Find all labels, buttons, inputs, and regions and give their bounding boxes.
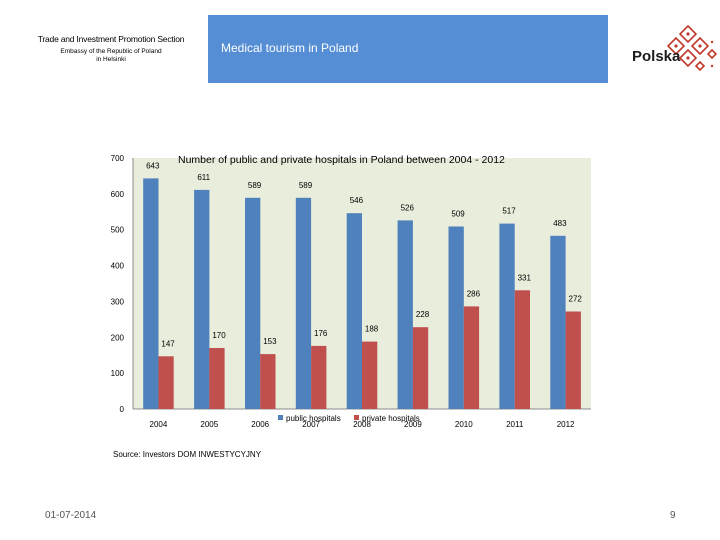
bar-public-2005 xyxy=(194,189,210,409)
x-tick-label-2008: 2008 xyxy=(353,420,371,429)
page-number: 9 xyxy=(670,510,676,521)
x-tick-label-2011: 2011 xyxy=(506,420,524,429)
x-tick-label-2007: 2007 xyxy=(302,420,320,429)
data-label-public-2004: 643 xyxy=(146,161,160,170)
data-label-public-2009: 526 xyxy=(401,203,415,212)
data-label-public-2006: 589 xyxy=(248,181,262,190)
data-label-public-2011: 517 xyxy=(502,207,516,216)
bar-private-2010 xyxy=(463,306,480,409)
bars-group: 643 147 611 170 589 153 589 176 546 188 526 228 509 2… xyxy=(143,161,582,409)
data-label-public-2007: 589 xyxy=(299,181,313,190)
y-tick-label-300: 300 xyxy=(111,297,125,306)
data-label-public-2008: 546 xyxy=(350,196,364,205)
y-tick-label-600: 600 xyxy=(111,190,125,199)
x-tick-label-2005: 2005 xyxy=(200,420,218,429)
y-tick-label-0: 0 xyxy=(120,405,125,414)
legend-private-swatch xyxy=(354,415,359,420)
data-label-private-2009: 228 xyxy=(416,310,430,319)
legend-public-label: public hospitals xyxy=(286,414,341,423)
data-label-private-2010: 286 xyxy=(467,289,481,298)
bar-private-2006 xyxy=(260,354,276,409)
data-label-public-2012: 483 xyxy=(553,219,567,228)
title-banner: Medical tourism in Poland xyxy=(208,15,608,83)
legend-private-label: private hospitals xyxy=(362,414,420,423)
y-tick-label-700: 700 xyxy=(111,154,125,163)
slide-date: 01-07-2014 xyxy=(45,510,97,521)
legend-public-swatch xyxy=(278,415,283,420)
bar-private-2004 xyxy=(158,356,174,409)
bar-public-2012 xyxy=(550,235,566,409)
chart-title: Number of public and private hospitals i… xyxy=(178,154,505,166)
bar-public-2009 xyxy=(397,220,413,409)
y-tick-label-500: 500 xyxy=(111,226,125,235)
data-label-private-2008: 188 xyxy=(365,325,379,334)
embassy-city: in Helsinki xyxy=(96,56,126,63)
bar-public-2006 xyxy=(245,197,261,409)
bar-public-2007 xyxy=(295,197,312,409)
embassy-name: Embassy of the Republic of Poland xyxy=(60,48,162,55)
x-tick-label-2010: 2010 xyxy=(455,420,473,429)
data-label-public-2005: 611 xyxy=(197,173,210,182)
bar-public-2011 xyxy=(499,223,515,409)
bar-public-2010 xyxy=(448,226,464,409)
data-label-public-2010: 509 xyxy=(451,210,465,219)
bar-private-2012 xyxy=(565,311,581,409)
source-note: Source: Investors DOM INWESTYCYJNY xyxy=(113,450,262,459)
bar-public-2004 xyxy=(143,178,159,409)
bar-private-2008 xyxy=(362,341,378,409)
slide-title: Medical tourism in Poland xyxy=(221,41,359,55)
bar-private-2009 xyxy=(412,327,429,409)
data-label-private-2005: 170 xyxy=(212,331,226,340)
bar-private-2011 xyxy=(514,290,530,409)
y-tick-labels: 0 100 200 300 400 500 600 700 xyxy=(111,154,125,414)
x-tick-label-2006: 2006 xyxy=(251,420,269,429)
bar-private-2007 xyxy=(311,345,327,409)
x-tick-label-2009: 2009 xyxy=(404,420,422,429)
embassy-header: Trade and Investment Promotion Section E… xyxy=(20,34,202,63)
y-tick-label-100: 100 xyxy=(111,369,125,378)
data-label-private-2012: 272 xyxy=(569,295,583,304)
data-label-private-2011: 331 xyxy=(518,273,532,282)
bar-public-2008 xyxy=(346,213,362,409)
data-label-private-2006: 153 xyxy=(263,337,277,346)
polska-logo-icon xyxy=(666,24,718,72)
y-tick-label-400: 400 xyxy=(111,262,125,271)
y-tick-label-200: 200 xyxy=(111,333,125,342)
bar-private-2005 xyxy=(209,348,225,409)
data-label-private-2004: 147 xyxy=(161,339,175,348)
data-label-private-2007: 176 xyxy=(314,329,328,338)
x-tick-label-2004: 2004 xyxy=(150,420,168,429)
section-name: Trade and Investment Promotion Section xyxy=(37,34,185,44)
legend: public hospitals private hospitals xyxy=(278,414,420,423)
x-tick-label-2012: 2012 xyxy=(557,420,575,429)
polska-logo-text: Polska xyxy=(632,48,681,65)
x-tick-labels: 2004 2005 2006 2007 2008 2009 2010 2011 2012 xyxy=(150,420,576,429)
